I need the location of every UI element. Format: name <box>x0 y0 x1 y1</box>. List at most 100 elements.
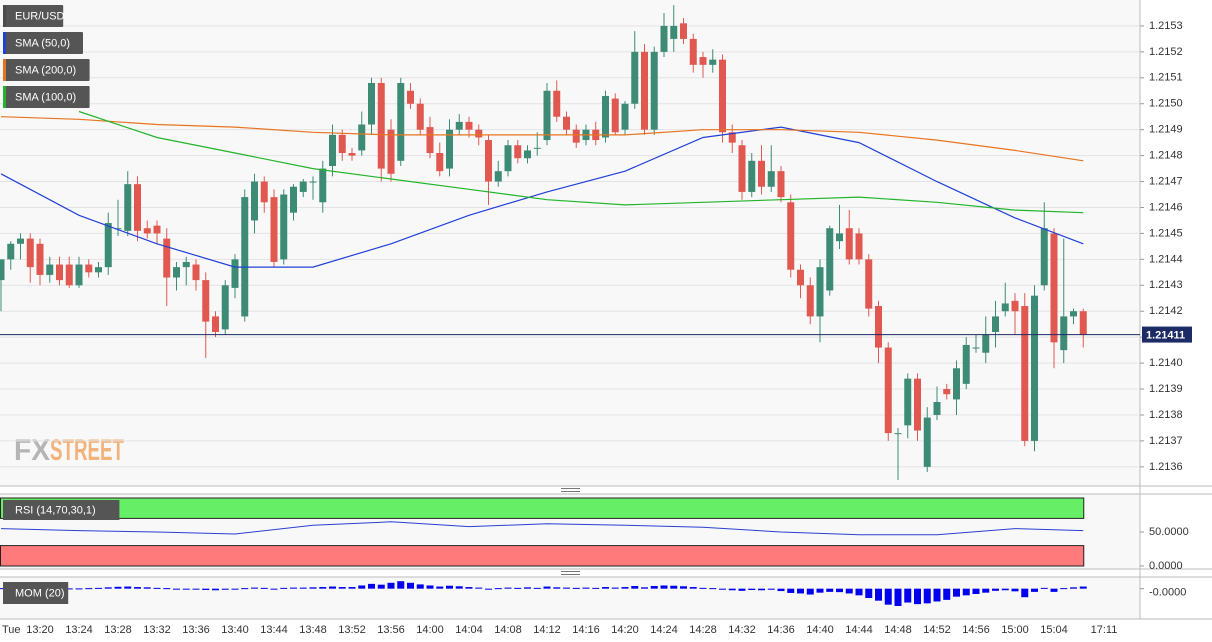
candle-body <box>806 285 814 317</box>
candle-body <box>202 280 210 322</box>
mom-bar <box>826 588 834 592</box>
candle-body <box>299 181 307 192</box>
mom-bar <box>611 587 619 589</box>
mom-bar <box>1070 587 1077 589</box>
mom-bar <box>494 588 502 590</box>
legend-label: SMA (200,0) <box>15 64 76 76</box>
x-tick-label: 13:24 <box>65 624 93 636</box>
legend-swatch <box>3 32 6 54</box>
mom-bar <box>748 588 756 590</box>
candle-body <box>738 145 746 192</box>
mom-bar <box>1060 588 1068 590</box>
y-tick-label: 0.0000 <box>1149 560 1183 572</box>
mom-bar <box>533 587 541 589</box>
candle-body <box>719 59 726 133</box>
candle-body <box>329 134 336 166</box>
candle-body <box>953 368 960 400</box>
candle-body <box>221 285 229 330</box>
mom-bar <box>865 588 873 598</box>
candle-body <box>680 23 687 39</box>
legend-box <box>3 86 90 108</box>
mom-bar <box>982 588 990 593</box>
legend-box <box>3 5 64 27</box>
candle-body <box>709 59 717 65</box>
x-tick-label: 14:48 <box>884 624 912 636</box>
candle-body <box>46 264 54 275</box>
mom-bar <box>894 588 902 606</box>
x-tick-label: 13:40 <box>221 624 249 636</box>
candle-body <box>816 267 824 317</box>
mom-bar <box>1001 588 1009 591</box>
mom-bar <box>845 588 853 594</box>
candle-body <box>845 228 853 260</box>
legend-box <box>3 59 90 81</box>
candle-body <box>260 181 268 203</box>
candle-body <box>943 389 951 395</box>
mom-bar <box>446 585 453 589</box>
candle-body <box>475 129 483 138</box>
x-tick-label: 14:04 <box>455 624 483 636</box>
candle-body <box>1031 295 1038 441</box>
legend-box <box>3 32 83 54</box>
candle-body <box>212 316 219 332</box>
mom-bar <box>553 587 561 589</box>
mom-bar <box>348 587 356 589</box>
mom-bar <box>582 587 590 589</box>
mom-bar <box>85 588 93 590</box>
candle-body <box>290 186 297 213</box>
mom-bar <box>816 588 824 593</box>
rsi-line <box>0 521 1084 536</box>
candle-body <box>465 121 473 130</box>
mom-panel <box>0 577 1140 619</box>
candle-body <box>436 153 444 172</box>
candle-body <box>134 184 141 231</box>
mom-bar <box>992 588 999 591</box>
y-tick-label: 1.2143 <box>1149 279 1183 291</box>
mom-bar <box>319 587 327 589</box>
resize-handle[interactable] <box>561 571 580 575</box>
price-panel <box>0 0 1140 486</box>
candle-body <box>767 171 775 187</box>
candle-body <box>962 344 970 384</box>
x-tick-label: 14:08 <box>494 624 522 636</box>
x-tick-label: 15:00 <box>1001 624 1029 636</box>
mom-bar <box>212 588 219 591</box>
mom-bar <box>806 588 814 595</box>
sma-line <box>0 116 1084 162</box>
current-price-box <box>1142 326 1192 343</box>
resize-handle[interactable] <box>561 488 580 492</box>
mom-bar <box>173 588 180 590</box>
candle-body <box>787 202 795 270</box>
candle-body <box>85 264 93 273</box>
mom-bar <box>270 588 278 590</box>
candle-body <box>231 259 239 288</box>
candle-body <box>748 160 756 192</box>
candle-body <box>319 168 327 203</box>
y-tick-label: 1.2145 <box>1149 227 1183 239</box>
x-tick-label: 13:44 <box>260 624 288 636</box>
candle-body <box>1040 228 1048 286</box>
mom-bar <box>884 588 892 605</box>
mom-bar <box>572 587 580 589</box>
candle-body <box>992 316 999 332</box>
mom-bar <box>524 587 531 589</box>
candle-body <box>426 127 434 154</box>
mom-bar <box>1040 587 1048 589</box>
candle-body <box>270 197 278 262</box>
mom-bar <box>124 586 132 589</box>
legend-swatch <box>3 86 6 108</box>
x-tick-label: 13:52 <box>338 624 366 636</box>
legend-swatch <box>3 59 6 81</box>
y-tick-label: 1.2136 <box>1149 461 1183 473</box>
y-tick-label: 1.2149 <box>1149 124 1183 136</box>
x-tick-label: 13:48 <box>299 624 327 636</box>
candle-body <box>241 197 249 317</box>
candle-body <box>387 129 395 174</box>
candle-body <box>836 233 843 242</box>
candle-body <box>348 153 356 156</box>
candle-body <box>75 264 83 286</box>
y-tick-label: 1.2153 <box>1149 20 1183 32</box>
mom-bar <box>650 586 658 589</box>
mom-bar <box>377 584 385 589</box>
mom-bar <box>475 587 483 589</box>
